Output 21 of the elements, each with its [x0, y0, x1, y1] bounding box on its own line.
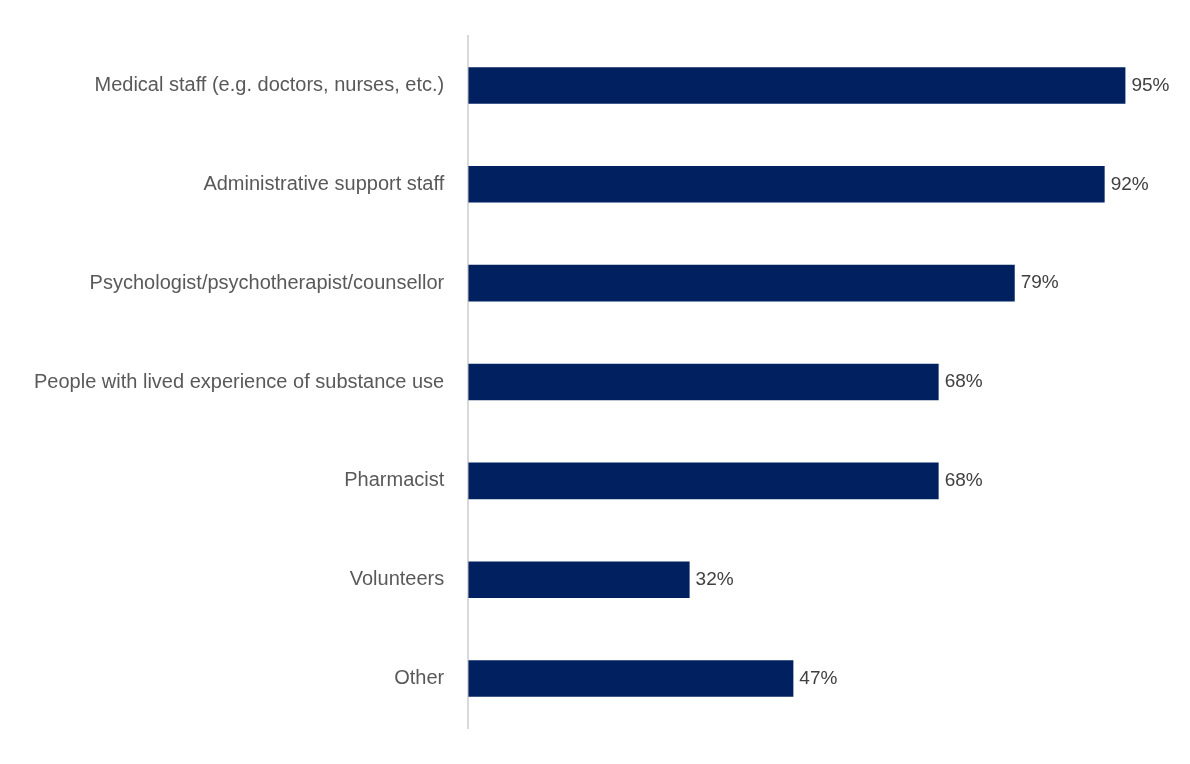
data-label: 79% [1020, 271, 1059, 293]
y-tick-label: Psychologist/psychotherapist/counsellor [89, 270, 445, 293]
y-tick-label: Administrative support staff [203, 171, 445, 194]
y-tick-label: Medical staff (e.g. doctors, nurses, etc.) [94, 72, 445, 95]
data-label: 95% [1131, 73, 1170, 95]
bar [468, 166, 1105, 203]
y-tick-label: Other [394, 666, 445, 689]
data-label: 32% [695, 567, 734, 589]
y-tick-label: Pharmacist [344, 468, 445, 491]
bar [468, 363, 939, 401]
bar [468, 462, 939, 500]
data-label: 47% [799, 666, 838, 688]
data-label: 92% [1110, 172, 1149, 194]
data-label: 68% [944, 370, 983, 392]
bar [468, 561, 690, 598]
bar [468, 67, 1126, 104]
bar [468, 264, 1015, 302]
y-tick-label: People with lived experience of substance use [33, 369, 445, 392]
data-label: 68% [944, 469, 983, 491]
bar [468, 660, 794, 697]
y-tick-label: Volunteers [349, 567, 445, 590]
